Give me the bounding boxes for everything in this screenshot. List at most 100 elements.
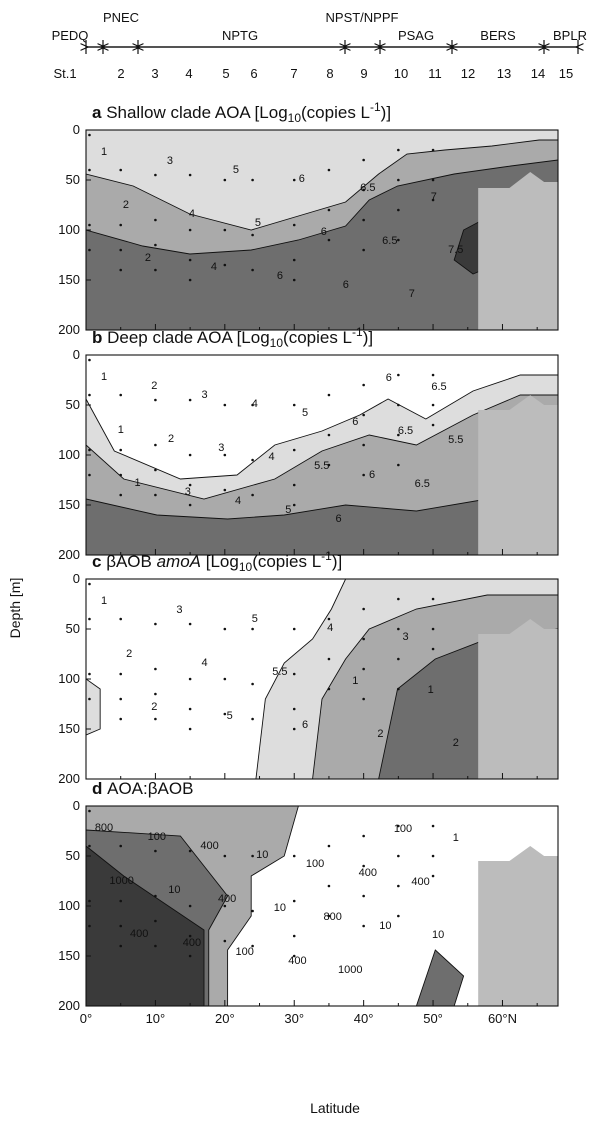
sample-point bbox=[119, 899, 123, 903]
sample-point bbox=[362, 667, 365, 671]
panel-a: a Shallow clade AOA [Log10(copies L-1)] 0… bbox=[58, 100, 559, 337]
panel-title: a Shallow clade AOA [Log10(copies L-1)] bbox=[92, 100, 391, 125]
contour-label: 400 bbox=[130, 928, 148, 940]
sample-point bbox=[292, 934, 296, 938]
sample-point bbox=[154, 268, 157, 272]
panel-title: c βAOB amoA [Log10(copies L-1)] bbox=[92, 549, 342, 574]
sample-point bbox=[251, 682, 254, 686]
sample-point bbox=[397, 657, 400, 661]
sample-point bbox=[188, 278, 192, 282]
contour-label: 400 bbox=[183, 937, 201, 949]
contour-label: 5 bbox=[255, 217, 261, 229]
contour-label: 6.5 bbox=[398, 425, 413, 437]
sample-point bbox=[119, 944, 123, 948]
sample-point bbox=[223, 228, 227, 232]
contour-label: 6 bbox=[321, 226, 327, 238]
sample-point bbox=[431, 403, 435, 407]
sample-point bbox=[292, 727, 296, 731]
contour-label: 3 bbox=[167, 155, 173, 167]
sample-point bbox=[397, 914, 400, 918]
sample-point bbox=[362, 924, 365, 928]
y-axis-label: Depth [m] bbox=[7, 578, 23, 639]
sample-point bbox=[431, 148, 435, 152]
contour-label: 1 bbox=[101, 595, 107, 607]
sample-point bbox=[397, 854, 400, 858]
sample-point bbox=[188, 258, 192, 262]
panels: a Shallow clade AOA [Log10(copies L-1)] 0… bbox=[58, 100, 559, 1026]
sample-point bbox=[223, 453, 227, 457]
contour-label: 6 bbox=[302, 719, 308, 731]
sample-point bbox=[251, 717, 254, 721]
sample-point bbox=[327, 393, 331, 397]
contour-band bbox=[86, 678, 101, 736]
station-label: 13 bbox=[497, 66, 511, 81]
contour-label: 2 bbox=[453, 737, 459, 749]
sample-point bbox=[88, 448, 91, 452]
sample-point bbox=[188, 707, 192, 711]
y-tick-label: 50 bbox=[66, 397, 80, 412]
x-axis-label: Latitude bbox=[310, 1100, 360, 1116]
sample-point bbox=[88, 582, 91, 586]
sample-point bbox=[327, 463, 331, 467]
contour-label: 4 bbox=[268, 451, 274, 463]
region-header: PEDQ PNEC NPTG NPST/NPPF PSAG BERS BPLR St.1 2 3 4… bbox=[52, 10, 587, 81]
contour-label: 6 bbox=[386, 372, 392, 384]
contour-label: 6 bbox=[352, 416, 358, 428]
contour-label: 10 bbox=[274, 902, 286, 914]
contour-label: 6 bbox=[369, 469, 375, 481]
sample-point bbox=[362, 473, 365, 477]
sample-point bbox=[362, 218, 365, 222]
contour-label: 10 bbox=[379, 920, 391, 932]
sample-point bbox=[327, 238, 331, 242]
contour-label: 800 bbox=[95, 822, 113, 834]
sample-point bbox=[362, 697, 365, 701]
contour-label: 5.5 bbox=[314, 460, 329, 472]
station-label: 5 bbox=[222, 66, 229, 81]
sample-point bbox=[292, 899, 296, 903]
land-mask bbox=[478, 395, 558, 555]
sample-point bbox=[188, 503, 192, 507]
sample-point bbox=[397, 884, 400, 888]
contour-label: 6 bbox=[343, 279, 349, 291]
sample-point bbox=[223, 403, 227, 407]
contour-label: 6.5 bbox=[360, 182, 375, 194]
sample-point bbox=[188, 849, 192, 853]
sample-point bbox=[223, 488, 227, 492]
contour-label: 2 bbox=[151, 380, 157, 392]
sample-point bbox=[88, 473, 91, 477]
station-label: 4 bbox=[185, 66, 192, 81]
contour-label: 6.5 bbox=[382, 235, 397, 247]
sample-point bbox=[292, 954, 296, 958]
sample-point bbox=[154, 622, 157, 626]
sample-point bbox=[88, 899, 91, 903]
sample-point bbox=[88, 844, 91, 848]
y-tick-label: 0 bbox=[73, 347, 80, 362]
contour-field bbox=[86, 806, 558, 1006]
sample-point bbox=[154, 944, 157, 948]
sample-point bbox=[223, 178, 227, 182]
y-tick-label: 100 bbox=[58, 222, 80, 237]
sample-point bbox=[431, 178, 435, 182]
region-label: PNEC bbox=[103, 10, 139, 25]
sample-point bbox=[431, 423, 435, 427]
contour-label: 2 bbox=[151, 701, 157, 713]
y-tick-label: 0 bbox=[73, 122, 80, 137]
sample-point bbox=[292, 672, 296, 676]
contour-label: 4 bbox=[189, 208, 195, 220]
region-label: PEDQ bbox=[52, 28, 89, 43]
sample-point bbox=[362, 443, 365, 447]
sample-point bbox=[88, 672, 91, 676]
contour-label: 4 bbox=[211, 261, 217, 273]
sample-point bbox=[88, 697, 91, 701]
sample-point bbox=[292, 403, 296, 407]
sample-point bbox=[251, 403, 254, 407]
sample-point bbox=[188, 727, 192, 731]
sample-point bbox=[431, 597, 435, 601]
region-label: NPTG bbox=[222, 28, 258, 43]
sample-point bbox=[154, 243, 157, 247]
sample-point bbox=[154, 468, 157, 472]
station-label: 11 bbox=[428, 66, 442, 81]
contour-label: 5 bbox=[233, 164, 239, 176]
contour-band bbox=[86, 484, 558, 555]
y-tick-label: 200 bbox=[58, 322, 80, 337]
